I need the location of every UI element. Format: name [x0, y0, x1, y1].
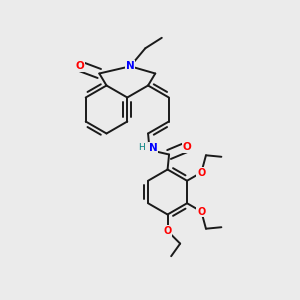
Text: O: O [197, 206, 206, 217]
Text: H: H [138, 143, 145, 152]
Text: N: N [149, 142, 158, 153]
Text: O: O [197, 167, 206, 178]
Text: O: O [164, 226, 172, 236]
Text: O: O [183, 142, 191, 152]
Text: O: O [76, 61, 85, 71]
Text: N: N [126, 61, 135, 71]
